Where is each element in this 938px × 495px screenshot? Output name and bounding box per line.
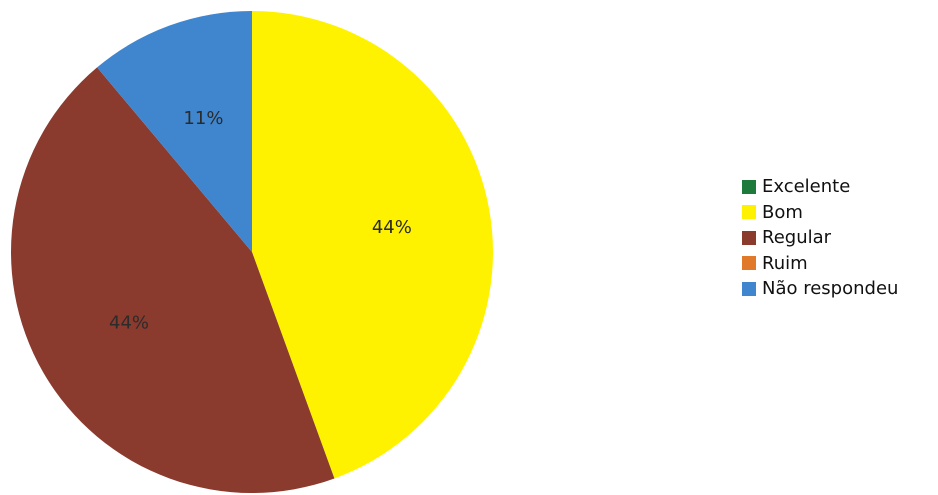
legend-swatch: [742, 281, 756, 296]
legend-item-bom: Bom: [742, 200, 898, 226]
legend: Excelente Bom Regular Ruim Não respondeu: [742, 174, 898, 302]
legend-label: Bom: [762, 201, 803, 223]
legend-label: Regular: [762, 227, 832, 249]
legend-item-regular: Regular: [742, 225, 898, 251]
legend-item-excelente: Excelente: [742, 174, 898, 200]
legend-swatch: [742, 205, 756, 220]
pie-slice-regular: [10, 67, 335, 493]
legend-swatch: [742, 256, 756, 271]
legend-item-ruim: Ruim: [742, 251, 898, 277]
legend-swatch: [742, 230, 756, 245]
legend-label: Não respondeu: [762, 278, 899, 300]
legend-label: Excelente: [762, 176, 851, 198]
slice-label-nao-respondeu: 11%: [183, 108, 223, 129]
legend-item-nao-respondeu: Não respondeu: [742, 276, 898, 302]
slice-label-bom: 44%: [372, 217, 412, 238]
legend-label: Ruim: [762, 252, 808, 274]
pie-slice-nao-respondeu: [97, 10, 252, 252]
pie-plot-area: 44% 44% 11%: [10, 10, 493, 493]
slice-label-regular: 44%: [109, 313, 149, 334]
pie-slice-bom: [252, 11, 493, 479]
legend-swatch: [742, 179, 756, 194]
